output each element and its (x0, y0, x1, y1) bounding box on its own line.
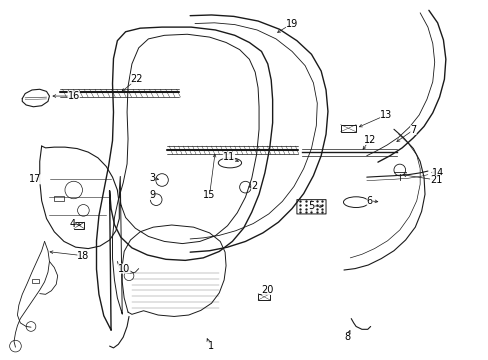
Text: 7: 7 (409, 125, 416, 135)
Text: 5: 5 (308, 201, 314, 211)
Text: 20: 20 (261, 285, 273, 295)
Bar (54, 196, 64, 202)
Bar (74, 222, 84, 229)
Text: 4: 4 (69, 219, 75, 229)
Text: 13: 13 (379, 110, 391, 120)
Text: 19: 19 (285, 18, 298, 28)
Text: 16: 16 (67, 91, 80, 101)
Text: 15: 15 (203, 190, 215, 200)
Bar (32, 279, 39, 283)
Text: 22: 22 (130, 74, 142, 84)
Text: 3: 3 (149, 173, 155, 183)
Text: 8: 8 (344, 332, 350, 342)
Bar (340, 125, 355, 132)
Text: 1: 1 (207, 341, 213, 351)
Text: 18: 18 (77, 251, 89, 261)
Text: 12: 12 (363, 135, 375, 145)
Text: 11: 11 (223, 152, 235, 162)
Text: 9: 9 (149, 190, 155, 200)
Text: 2: 2 (250, 181, 257, 192)
Text: 17: 17 (29, 174, 41, 184)
Text: 21: 21 (429, 175, 442, 185)
Text: 6: 6 (366, 196, 372, 206)
Text: 14: 14 (430, 168, 443, 178)
Text: 10: 10 (118, 264, 130, 274)
Bar (258, 294, 270, 300)
